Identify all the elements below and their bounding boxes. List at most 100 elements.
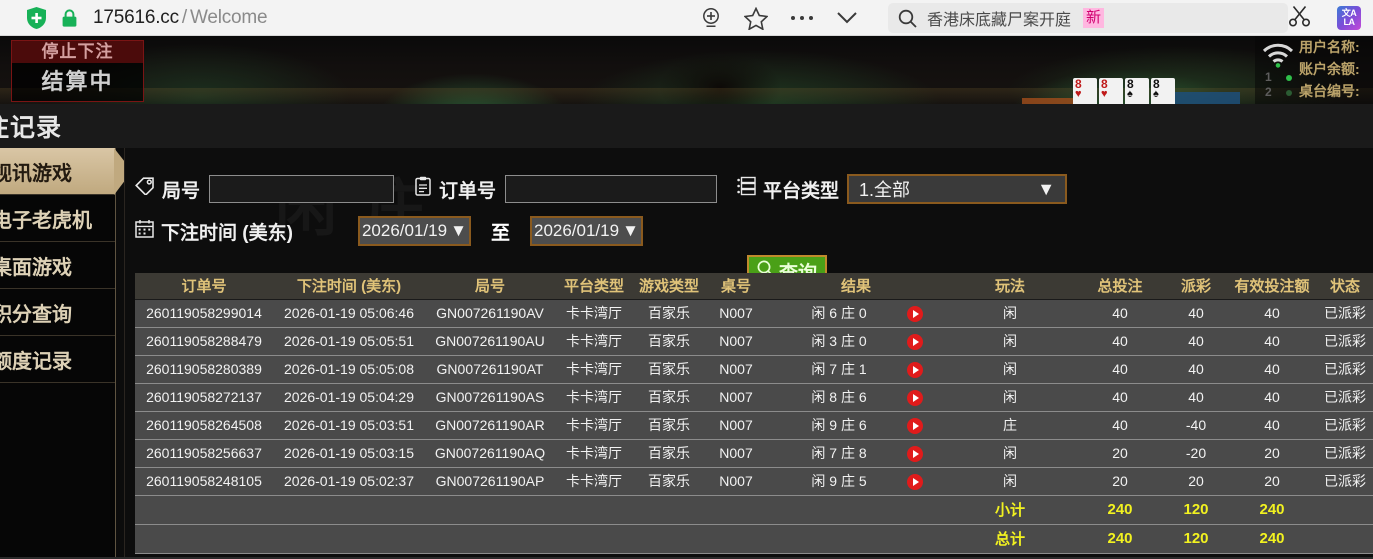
cell-replay[interactable] [885,411,946,440]
play-icon[interactable] [907,417,923,434]
sidebar-item-label: 桌面游戏 [0,256,72,279]
card-rank: 8 [1075,77,1082,91]
chevron-down-icon[interactable] [836,11,858,25]
stop-bet-title: 停止下注 [12,41,143,63]
calendar-icon [135,219,154,244]
play-icon[interactable] [907,445,923,462]
cell-order-no: 260119058272137 [135,383,273,412]
scissors-icon[interactable] [1288,5,1311,32]
info-balance-label: 账户余额: [1299,61,1360,77]
cell-table-no: N007 [705,467,767,496]
browser-right-tools: 文A LA [1288,0,1361,36]
cell-bet-time: 2026-01-19 05:02:37 [273,467,425,496]
grandtotal-total-bet: 240 [1075,524,1166,554]
cell-table-no: N007 [705,355,767,384]
url-domain: 175616.cc [93,6,179,28]
chevron-down-icon: ▼ [622,221,639,240]
cell-status: 已派彩 [1317,411,1373,440]
cell-replay[interactable] [885,383,946,412]
search-input[interactable]: 香港床底藏尸案开庭 [927,12,1072,29]
form-row-bottom: 下注时间 (美东) 2026/01/19 ▼ 至 2026/01/19 ▼ [135,212,1373,250]
col-round-no: 局号 [425,273,555,300]
play-icon[interactable] [907,333,923,350]
round-no-input[interactable] [209,175,395,203]
cell-play-type: 闲 [945,327,1076,356]
cell-game-type: 百家乐 [633,439,705,468]
cell-platform: 卡卡湾厅 [555,411,633,440]
more-options-icon[interactable] [790,14,814,22]
col-status: 状态 [1317,273,1373,300]
sidebar-item-credit-records[interactable]: 额度记录 [0,336,115,383]
banner-accent-orange [1022,98,1086,104]
cell-bet-time: 2026-01-19 05:03:15 [273,439,425,468]
cell-bet-time: 2026-01-19 05:03:51 [273,411,425,440]
banner-table-left [378,74,568,104]
cell-platform: 卡卡湾厅 [555,439,633,468]
table-row[interactable]: 260119058256637 2026-01-19 05:03:15 GN00… [135,439,1373,468]
cell-bet-time: 2026-01-19 05:05:08 [273,355,425,384]
table-row[interactable]: 260119058248105 2026-01-19 05:02:37 GN00… [135,467,1373,496]
col-table-no: 桌号 [705,273,767,300]
shield-plus-icon[interactable] [26,6,46,29]
page-title-bar: 注记录 [0,104,1373,148]
bottom-scrollbar[interactable] [0,557,1373,559]
cell-game-type: 百家乐 [633,467,705,496]
browser-search-box[interactable]: 香港床底藏尸案开庭 新 [888,3,1288,33]
subtotal-total-bet: 240 [1075,495,1166,525]
lock-icon[interactable] [62,8,77,27]
cell-replay[interactable] [885,439,946,468]
play-icon[interactable] [907,305,923,322]
cell-round-no: GN007261190AV [425,299,555,328]
chevron-down-icon: ▼ [1037,178,1056,199]
sidebar-item-table-games[interactable]: 桌面游戏 [0,242,115,289]
cell-replay[interactable] [885,327,946,356]
round-no-label: 局号 [135,176,200,203]
order-no-input[interactable] [505,175,718,203]
cell-replay[interactable] [885,355,946,384]
favorite-star-icon[interactable] [744,6,768,30]
bet-time-start-picker[interactable]: 2026/01/19 ▼ [357,216,471,246]
banner-dealer [660,54,780,104]
address-bar[interactable]: 175616.cc / Welcome [93,6,268,29]
cell-game-type: 百家乐 [633,383,705,412]
cell-order-no: 260119058288479 [135,327,273,356]
table-row[interactable]: 260119058272137 2026-01-19 05:04:29 GN00… [135,383,1373,412]
cell-replay[interactable] [885,299,946,328]
translate-icon[interactable]: 文A LA [1337,6,1361,30]
col-total-bet: 总投注 [1075,273,1166,300]
cell-result: 闲 6 庄 0 [767,299,885,328]
cell-total-bet: 40 [1075,383,1166,412]
cell-total-bet: 20 [1075,467,1166,496]
table-row[interactable]: 260119058288479 2026-01-19 05:05:51 GN00… [135,327,1373,356]
cell-status: 已派彩 [1317,299,1373,328]
play-icon[interactable] [907,389,923,406]
sidebar-item-live-games[interactable]: 视讯游戏 [0,148,132,195]
cell-table-no: N007 [705,439,767,468]
cell-platform: 卡卡湾厅 [555,383,633,412]
add-to-collections-icon[interactable] [700,7,722,29]
bet-time-end-picker[interactable]: 2026/01/19 ▼ [529,216,643,246]
clipboard-icon [414,176,432,202]
cell-payout: 40 [1165,383,1228,412]
table-row[interactable]: 260119058299014 2026-01-19 05:06:46 GN00… [135,299,1373,328]
play-icon[interactable] [907,361,923,378]
cell-payout: 40 [1165,355,1228,384]
table-row[interactable]: 260119058264508 2026-01-19 05:03:51 GN00… [135,411,1373,440]
table-row[interactable]: 260119058280389 2026-01-19 05:05:08 GN00… [135,355,1373,384]
cell-platform: 卡卡湾厅 [555,355,633,384]
card-rank: 8 [1153,77,1160,91]
play-icon[interactable] [907,473,923,490]
tag-icon [135,177,155,201]
cell-result: 闲 9 庄 6 [767,411,885,440]
sidebar-item-slots[interactable]: 电子老虎机 [0,195,115,242]
user-info-panel: 1 2 用户名称: 账户余额: 桌台编号: [1255,36,1373,104]
cell-replay[interactable] [885,467,946,496]
subtotal-label: 小计 [945,495,1076,525]
card-suit: ♠ [1153,88,1159,100]
platform-type-select[interactable]: 1.全部 ▼ [847,174,1068,204]
cell-valid-bet: 40 [1227,355,1318,384]
cell-round-no: GN007261190AR [425,411,555,440]
cell-game-type: 百家乐 [633,411,705,440]
sidebar-item-points-query[interactable]: 积分查询 [0,289,115,336]
grandtotal-row: 总计 240 120 240 [135,524,1373,554]
